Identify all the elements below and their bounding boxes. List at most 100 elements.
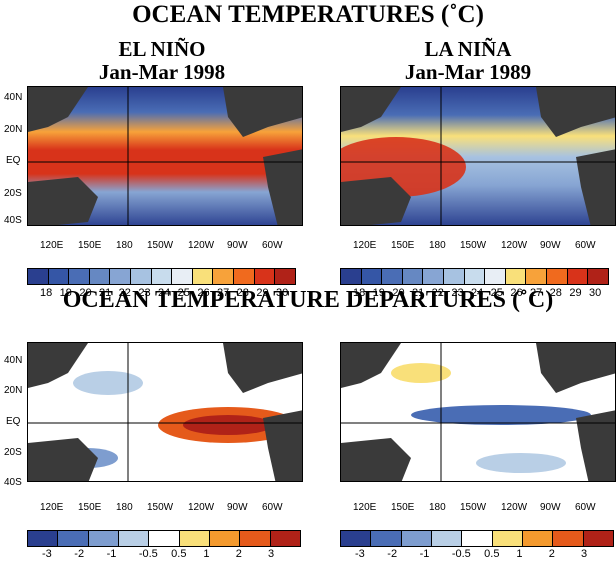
lat-label: 20S (4, 447, 22, 458)
scale-label: -3 (42, 548, 52, 560)
colorbar-segment (341, 531, 372, 546)
colorbar-segment (192, 269, 214, 284)
colorbar-segment (275, 269, 295, 284)
scale-label: 3 (581, 548, 588, 560)
lon-label: 90W (540, 240, 561, 251)
colorbar-segment (48, 269, 70, 284)
colorbar-segment (567, 269, 589, 284)
colorbar-segment (464, 269, 486, 284)
colorbar-segment (151, 269, 173, 284)
lon-label: 90W (227, 502, 248, 513)
scale-label: 28 (236, 287, 249, 299)
colorbar-segment (583, 531, 613, 546)
lon-label: 150E (391, 240, 415, 251)
lon-label: 150E (78, 502, 102, 513)
departure-colorbar-lanina (340, 530, 614, 547)
colorbar-segment (58, 531, 89, 546)
scale-label: -2 (387, 548, 398, 560)
colorbar-segment (254, 269, 276, 284)
colorbar-segment (492, 531, 523, 546)
scale-label: 25 (177, 287, 190, 299)
lon-label: 90W (540, 502, 561, 513)
scale-label: 27 (217, 287, 230, 299)
scale-label: 21 (99, 287, 112, 299)
colorbar-segment (402, 269, 424, 284)
elnino-temperature-map (27, 86, 303, 226)
lon-label: 180 (116, 240, 133, 251)
colorbar-segment (28, 269, 49, 284)
colorbar-segment (553, 531, 584, 546)
scale-label: 2 (235, 548, 242, 560)
colorbar-segment (485, 269, 506, 284)
departure-colorbar-elnino (27, 530, 301, 547)
lat-label: 40N (4, 355, 23, 366)
lon-label: 60W (575, 502, 596, 513)
lat-label: 20N (4, 385, 23, 396)
lon-label: 150W (147, 502, 174, 513)
scale-label: 24 (158, 287, 171, 299)
colorbar-segment (423, 269, 445, 284)
scale-label: 19 (372, 287, 385, 299)
lat-label: 40N (4, 92, 23, 103)
departures-title: OCEAN TEMPERATURE DEPARTURES (˚C) (62, 287, 554, 313)
temperatures-title: OCEAN TEMPERATURES (˚C) (132, 1, 484, 28)
lon-label: 180 (429, 240, 446, 251)
lon-label: 180 (429, 502, 446, 513)
scale-label: 30 (589, 287, 602, 299)
colorbar-segment (588, 269, 608, 284)
scale-label: -3 (355, 548, 365, 560)
lon-label: 120E (40, 502, 64, 513)
lat-label: 40S (4, 477, 22, 488)
scale-label: 22 (118, 287, 131, 299)
scale-label: 28 (549, 287, 562, 299)
colorbar-segment (371, 531, 402, 546)
scale-label: 1 (516, 548, 523, 560)
scale-label: 23 (138, 287, 151, 299)
lon-label: 180 (116, 502, 133, 513)
scale-label: 21 (412, 287, 425, 299)
lon-label: 120W (188, 240, 215, 251)
colorbar-segment (462, 531, 493, 546)
colorbar-segment (547, 269, 568, 284)
colorbar-segment (522, 531, 554, 546)
temperature-colorbar-lanina (340, 268, 609, 285)
scale-label: 22 (431, 287, 444, 299)
colorbar-segment (209, 531, 241, 546)
scale-label: -0.5 (138, 548, 158, 560)
lon-label: 150W (460, 502, 487, 513)
scale-label: 25 (490, 287, 503, 299)
scale-label: 20 (79, 287, 92, 299)
colorbar-segment (505, 269, 527, 284)
lon-label: 120W (188, 502, 215, 513)
lon-label: 150E (78, 240, 102, 251)
temperature-colorbar-elnino (27, 268, 296, 285)
scale-label: 29 (256, 287, 269, 299)
lon-label: 120E (353, 240, 377, 251)
lanina-title: LA NIÑA (424, 37, 512, 61)
colorbar-segment (270, 531, 300, 546)
scale-label: 24 (471, 287, 484, 299)
lat-label: 20S (4, 188, 22, 199)
colorbar-segment (118, 531, 150, 546)
lanina-departure-map (340, 342, 616, 482)
scale-label: 0.5 (171, 548, 187, 560)
colorbar-segment (172, 269, 193, 284)
colorbar-segment (234, 269, 255, 284)
scale-label: -0.5 (451, 548, 471, 560)
scale-label: -1 (106, 548, 117, 560)
colorbar-segment (444, 269, 465, 284)
colorbar-segment (88, 531, 119, 546)
scale-label: 23 (451, 287, 464, 299)
scale-label: 18 (40, 287, 53, 299)
lanina-temperature-map (340, 86, 616, 226)
colorbar-segment (131, 269, 152, 284)
scale-label: 29 (569, 287, 582, 299)
lon-label: 150W (147, 240, 174, 251)
lon-label: 60W (262, 502, 283, 513)
lon-label: 90W (227, 240, 248, 251)
scale-label: 3 (268, 548, 275, 560)
colorbar-segment (401, 531, 432, 546)
scale-label: 2 (548, 548, 555, 560)
scale-label: 18 (353, 287, 366, 299)
lat-label: EQ (6, 155, 21, 166)
